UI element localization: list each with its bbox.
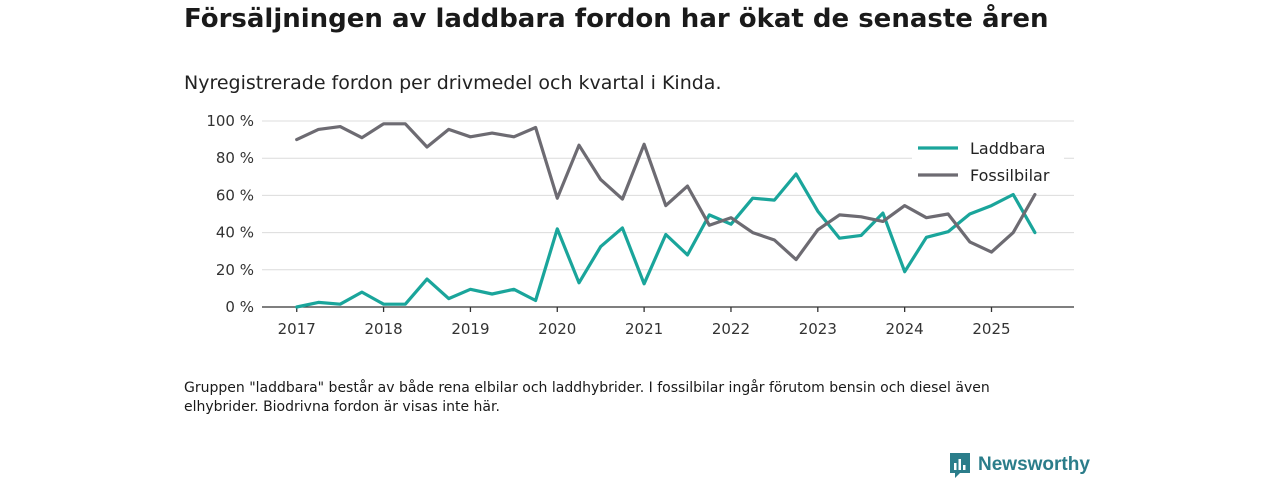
x-tick-label: 2021 (625, 320, 663, 338)
x-tick-label: 2017 (278, 320, 316, 338)
x-tick-label: 2022 (712, 320, 750, 338)
y-tick-label: 0 % (225, 298, 254, 316)
series-lines (295, 122, 1037, 309)
y-tick-label: 40 % (216, 224, 254, 242)
x-tick-label: 2019 (451, 320, 489, 338)
x-tick-label: 2023 (799, 320, 837, 338)
brand-name: Newsworthy (978, 454, 1090, 475)
x-tick-label: 2020 (538, 320, 576, 338)
chart-subtitle: Nyregistrerade fordon per drivmedel och … (184, 72, 722, 94)
y-tick-label: 60 % (216, 186, 254, 204)
legend: Laddbara Fossilbilar (912, 132, 1064, 192)
legend-label: Fossilbilar (970, 166, 1050, 185)
series-line-fossilbilar (295, 122, 1037, 262)
x-tick-label: 2018 (364, 320, 402, 338)
newsworthy-logo-icon (950, 453, 970, 478)
footnote: Gruppen "laddbara" består av både rena e… (184, 380, 990, 415)
y-axis: 0 % 20 % 40 % 60 % 80 % 100 % (206, 112, 254, 316)
y-tick-label: 20 % (216, 261, 254, 279)
x-tick-label: 2025 (972, 320, 1010, 338)
legend-background (912, 132, 1064, 192)
chart-title: Försäljningen av laddbara fordon har öka… (184, 4, 1049, 34)
y-tick-label: 80 % (216, 149, 254, 167)
series-line-laddbara (295, 172, 1037, 309)
x-axis: 2017 2018 2019 2020 2021 2022 2023 2024 2025 (262, 306, 1074, 338)
brand-logo: Newsworthy (948, 451, 1090, 479)
y-tick-label: 100 % (206, 112, 254, 130)
x-tick-label: 2024 (886, 320, 924, 338)
legend-label: Laddbara (970, 139, 1045, 158)
